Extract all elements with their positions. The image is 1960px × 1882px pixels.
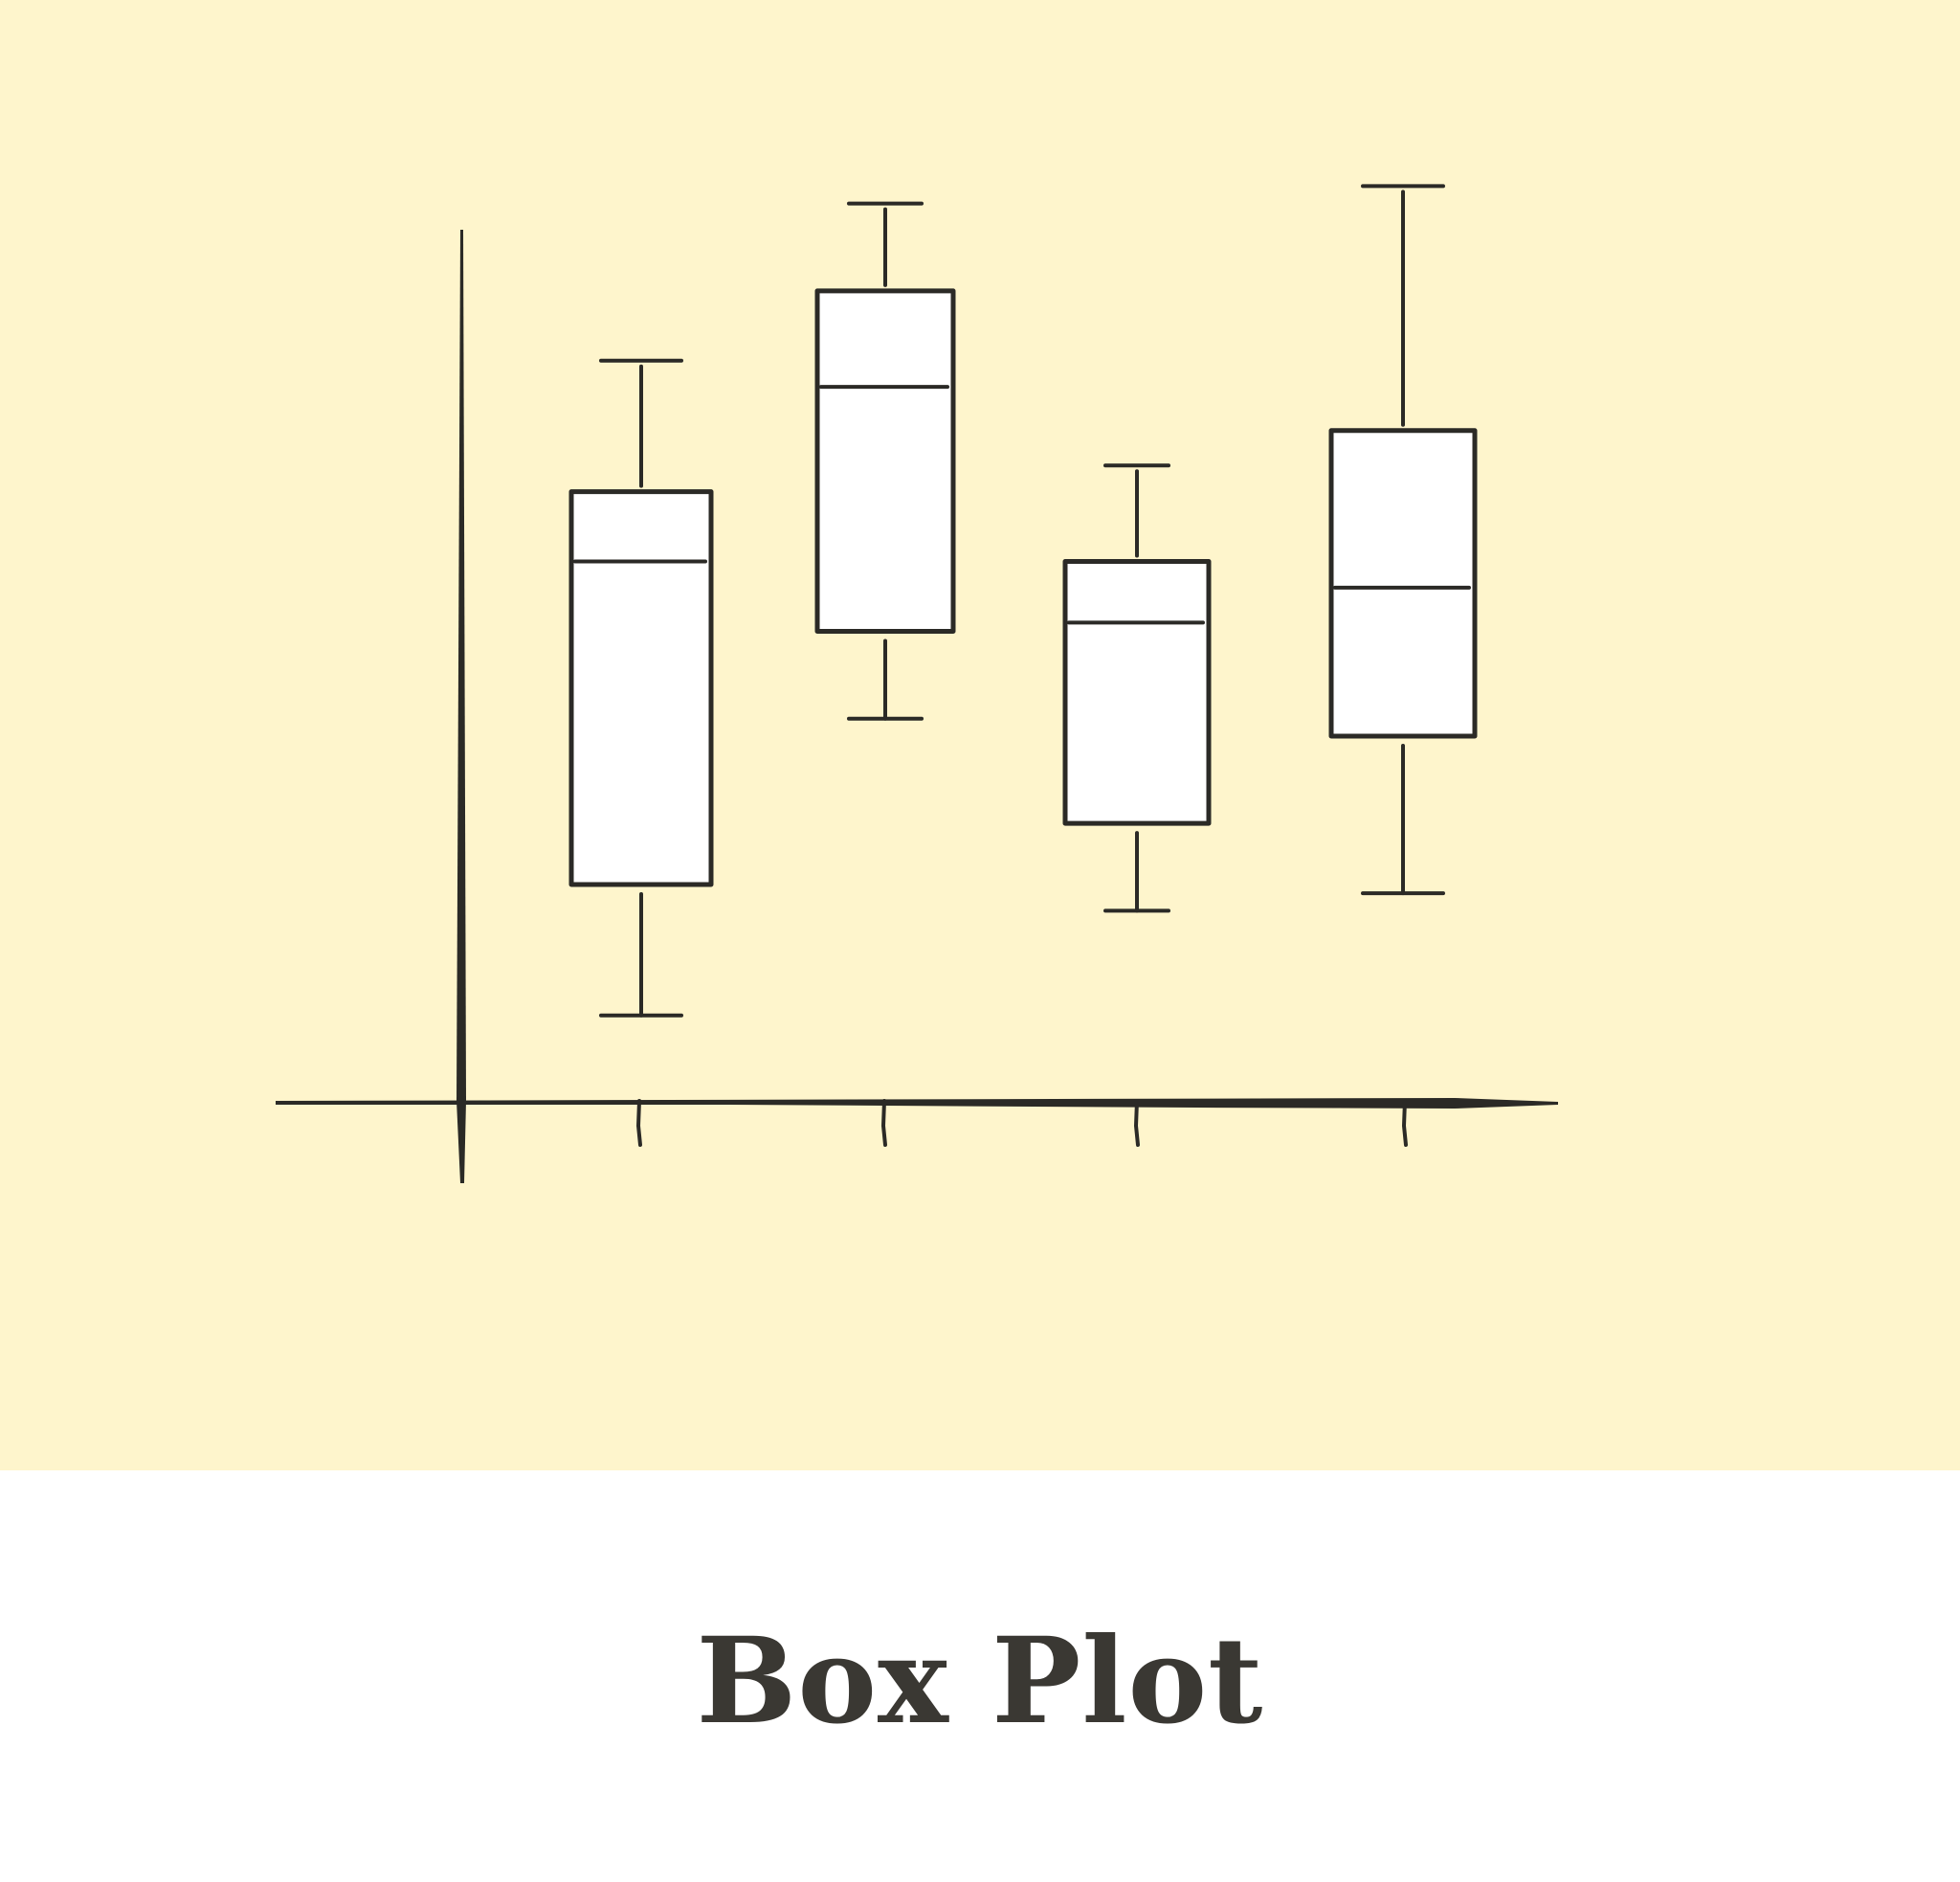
y-axis (457, 230, 466, 1183)
x-tick-1 (636, 1099, 642, 1147)
x-axis-ticks (636, 1099, 1408, 1147)
box-1-iqr (568, 489, 714, 887)
caption-title: Box Plot (696, 1611, 1264, 1751)
x-tick-3 (1134, 1099, 1140, 1147)
box-3-iqr (1062, 559, 1212, 826)
box-2-iqr (814, 288, 956, 635)
box-4-iqr (1328, 428, 1478, 739)
x-tick-4 (1402, 1099, 1408, 1147)
box-3 (1062, 463, 1212, 913)
box-4 (1328, 184, 1478, 896)
x-tick-2 (881, 1099, 887, 1147)
x-axis (276, 1098, 1558, 1109)
caption-bar: Box Plot (0, 1470, 1960, 1882)
box-2 (814, 201, 956, 721)
box-plot-illustration (0, 0, 1960, 1470)
box-1 (568, 358, 714, 1018)
box-group (568, 184, 1478, 1018)
panel-background (0, 0, 1960, 1470)
